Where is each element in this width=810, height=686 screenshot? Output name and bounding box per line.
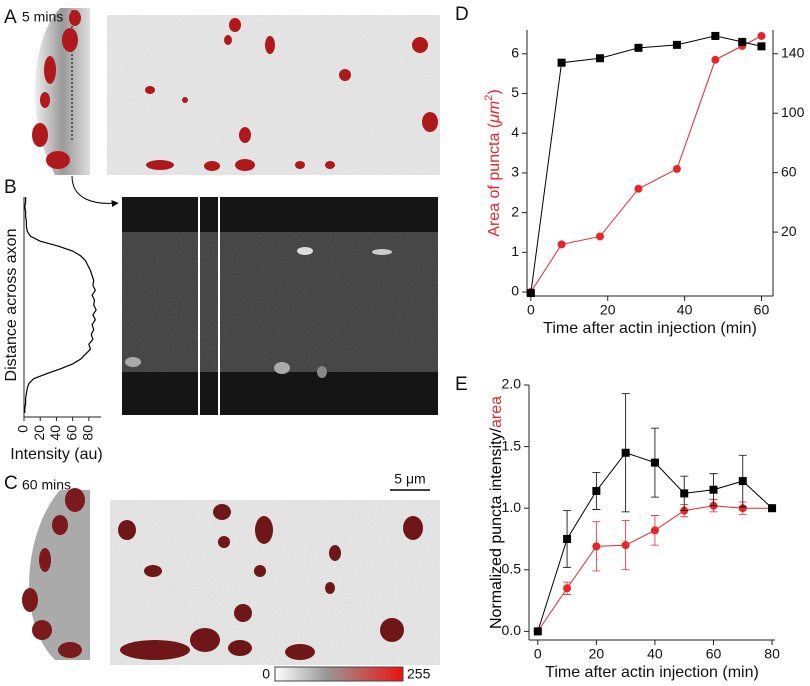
marker <box>709 485 718 494</box>
x-tick-label: 40 <box>677 302 693 318</box>
marker <box>592 542 601 551</box>
y-axis-label-part: Area of puncta ( <box>486 122 503 237</box>
marker <box>650 458 659 467</box>
colorbar-min: 0 <box>262 666 270 682</box>
marker <box>680 489 689 498</box>
panel-c-images <box>22 488 440 682</box>
x-tick-label: 40 <box>47 425 63 441</box>
marker <box>738 477 747 486</box>
y-axis-label-part: 2 <box>483 95 495 101</box>
y-tick-label: 0.0 <box>502 622 522 638</box>
panel-label: D <box>455 4 469 25</box>
y2-tick-label: 20 <box>781 223 797 239</box>
y-tick-label: 0.5 <box>502 560 522 576</box>
marker <box>526 289 535 298</box>
y-tick-label: 4 <box>511 124 519 140</box>
marker <box>672 40 681 49</box>
x-tick-label: 0 <box>534 646 542 662</box>
x-tick-label: 60 <box>754 302 770 318</box>
marker <box>621 448 630 457</box>
x-tick-label: 60 <box>63 425 79 441</box>
marker <box>757 42 766 51</box>
caption: 5 mins <box>22 9 63 25</box>
panel-label: C <box>4 473 18 494</box>
marker <box>621 541 630 550</box>
arrow <box>71 175 119 208</box>
x-tick-label: 40 <box>647 646 663 662</box>
scale-bar-label: 5 μm <box>394 471 425 487</box>
panel-label: B <box>4 177 17 198</box>
x-tick-label: 20 <box>31 425 47 441</box>
marker <box>557 58 566 67</box>
x-axis-label: Time after actin injection (min) <box>545 664 759 681</box>
marker <box>711 55 720 64</box>
panel-b-image <box>122 197 438 415</box>
marker <box>672 164 681 173</box>
colorbar-max: 255 <box>407 666 431 682</box>
x-tick-label: 0 <box>15 425 31 433</box>
y-axis-label-part: area <box>488 396 505 428</box>
y-axis-label-part: Normalized puncta intensity/ <box>488 427 505 629</box>
profile-line <box>24 197 97 413</box>
x-tick-label: 80 <box>764 646 780 662</box>
y-axis-label: Area of puncta (μm2) <box>483 89 503 236</box>
x-tick-label: 20 <box>589 646 605 662</box>
series-line <box>530 35 762 294</box>
marker <box>650 526 659 535</box>
y2-tick-label: 100 <box>781 104 805 120</box>
marker <box>557 240 566 249</box>
marker <box>634 43 643 52</box>
y-tick-label: 3 <box>511 164 519 180</box>
marker <box>563 584 572 593</box>
panel-label: A <box>4 7 17 28</box>
x-axis-label: Intensity (au) <box>10 446 102 463</box>
y-axis-label-part: ) <box>486 89 503 94</box>
marker <box>738 37 747 46</box>
y2-tick-label: 140 <box>781 44 805 60</box>
x-tick-label: 20 <box>600 302 616 318</box>
y-axis-label-part: μm <box>486 101 503 124</box>
x-axis-label: Time after actin injection (min) <box>543 320 757 337</box>
marker <box>596 54 605 63</box>
marker <box>533 627 542 636</box>
x-tick-label: 80 <box>80 425 96 441</box>
y-tick-label: 5 <box>511 84 519 100</box>
marker <box>634 184 643 193</box>
x-tick-label: 0 <box>527 302 535 318</box>
series-line <box>530 35 762 293</box>
y-axis-label: Distance across axon <box>3 229 20 382</box>
y-tick-label: 2 <box>511 203 519 219</box>
y-tick-label: 0 <box>511 283 519 299</box>
panel-a-images <box>32 8 440 175</box>
panel-label: E <box>455 374 468 395</box>
marker <box>563 534 572 543</box>
y-axis-label: Normalized puncta intensity/area <box>488 396 505 629</box>
y-tick-label: 1.5 <box>502 437 522 453</box>
marker <box>592 486 601 495</box>
y-tick-label: 1.0 <box>502 499 522 515</box>
y-tick-label: 2.0 <box>502 376 522 392</box>
caption: 60 mins <box>22 477 71 493</box>
marker <box>711 31 720 40</box>
marker <box>738 504 747 513</box>
y-tick-label: 6 <box>511 45 519 61</box>
y-tick-label: 1 <box>511 243 519 259</box>
x-tick-label: 60 <box>706 646 722 662</box>
marker <box>596 232 605 241</box>
marker <box>757 31 766 40</box>
marker <box>768 504 777 513</box>
y2-tick-label: 60 <box>781 163 797 179</box>
